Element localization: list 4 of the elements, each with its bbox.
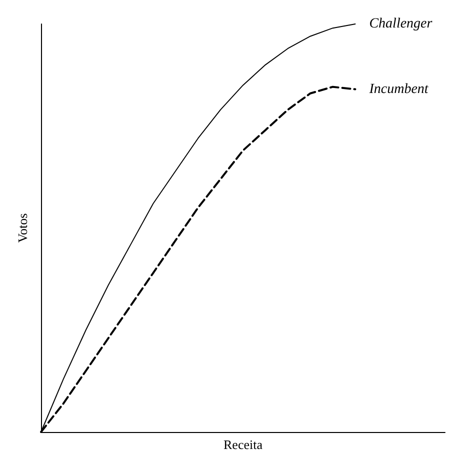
x-axis-title: Receita <box>224 437 263 452</box>
y-axis-title: Votos <box>15 213 30 243</box>
series-label: Incumbent <box>368 82 430 97</box>
series-label: Challenger <box>369 16 433 32</box>
